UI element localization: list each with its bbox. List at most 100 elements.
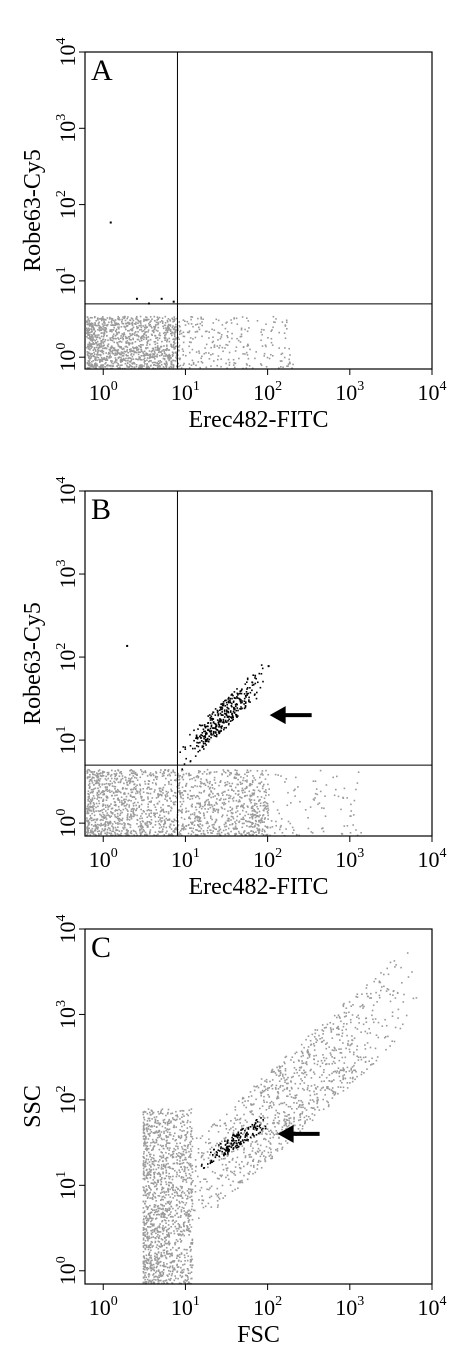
- data-point: [91, 330, 93, 333]
- data-point: [94, 363, 96, 366]
- data-point: [102, 318, 104, 321]
- data-point: [165, 790, 168, 793]
- data-point: [153, 804, 155, 806]
- data-point: [220, 727, 223, 729]
- data-point: [215, 808, 218, 811]
- data-point: [107, 827, 110, 829]
- data-point: [93, 332, 96, 334]
- data-point: [106, 324, 108, 327]
- data-point: [236, 337, 238, 340]
- data-point: [153, 1273, 155, 1275]
- data-point: [163, 819, 166, 821]
- data-point: [143, 355, 146, 357]
- data-point: [111, 319, 113, 322]
- data-point: [106, 797, 109, 799]
- data-point: [220, 703, 222, 705]
- data-point: [142, 330, 145, 332]
- data-point: [232, 700, 235, 703]
- data-point: [86, 819, 88, 822]
- data-point: [110, 330, 112, 332]
- data-point: [88, 321, 90, 323]
- data-point: [143, 1138, 146, 1140]
- data-point: [168, 1149, 170, 1151]
- data-point: [120, 335, 122, 337]
- data-point: [229, 701, 232, 704]
- data-point: [95, 324, 97, 327]
- data-point: [86, 321, 88, 324]
- data-point: [200, 827, 203, 830]
- data-point: [205, 731, 208, 734]
- data-point: [258, 832, 260, 834]
- data-point: [177, 1233, 179, 1235]
- data-point: [129, 350, 131, 353]
- data-point: [190, 1130, 192, 1133]
- data-point: [151, 1229, 154, 1231]
- data-point: [174, 345, 177, 348]
- data-point: [238, 357, 240, 360]
- data-point: [129, 319, 132, 321]
- data-point: [170, 1232, 172, 1234]
- data-point: [121, 803, 124, 805]
- data-point: [147, 1238, 149, 1240]
- data-point: [309, 1053, 311, 1056]
- data-point: [166, 1250, 169, 1252]
- data-point: [193, 824, 196, 826]
- data-point: [154, 1255, 156, 1257]
- data-point: [192, 338, 194, 340]
- data-point: [154, 1120, 157, 1123]
- data-point: [309, 1069, 312, 1072]
- data-point: [140, 355, 143, 357]
- data-point: [215, 828, 217, 831]
- data-point: [150, 800, 152, 802]
- data-point: [190, 1150, 193, 1152]
- data-point: [87, 796, 90, 798]
- data-point: [199, 1181, 202, 1183]
- data-point: [211, 719, 213, 721]
- data-point: [181, 828, 183, 830]
- data-point: [165, 1256, 167, 1259]
- data-point: [129, 342, 131, 345]
- data-point: [222, 704, 225, 707]
- data-point: [143, 1161, 145, 1164]
- data-point: [149, 1197, 151, 1199]
- data-point: [187, 1217, 189, 1219]
- data-point: [275, 318, 277, 320]
- data-point: [168, 1252, 171, 1255]
- data-point: [149, 355, 152, 358]
- data-point: [134, 814, 136, 816]
- data-point: [166, 1139, 168, 1142]
- data-point: [94, 366, 97, 368]
- data-point: [178, 790, 180, 792]
- data-point: [223, 728, 225, 731]
- data-point: [272, 800, 275, 803]
- data-point: [260, 363, 262, 365]
- data-point: [246, 364, 248, 366]
- data-point: [182, 341, 185, 344]
- data-point: [255, 831, 257, 833]
- data-point: [143, 1140, 146, 1143]
- data-point: [166, 793, 168, 795]
- data-point: [130, 354, 132, 356]
- data-point: [198, 825, 200, 828]
- data-point: [311, 832, 314, 834]
- data-point: [226, 321, 228, 323]
- data-point: [261, 817, 263, 819]
- data-point: [113, 324, 115, 327]
- data-point: [146, 775, 149, 777]
- data-point: [226, 775, 229, 778]
- data-point: [143, 1178, 146, 1181]
- data-point: [172, 1270, 174, 1273]
- data-point: [156, 803, 159, 805]
- data-point: [166, 1124, 169, 1126]
- data-point: [203, 782, 206, 785]
- data-point: [140, 795, 142, 798]
- data-point: [236, 716, 238, 718]
- data-point: [228, 794, 230, 797]
- data-point: [175, 1110, 177, 1113]
- data-point: [108, 805, 110, 808]
- data-point: [244, 702, 247, 704]
- data-point: [204, 330, 207, 333]
- data-point: [156, 336, 159, 339]
- data-point: [153, 1181, 156, 1183]
- data-point: [165, 832, 167, 834]
